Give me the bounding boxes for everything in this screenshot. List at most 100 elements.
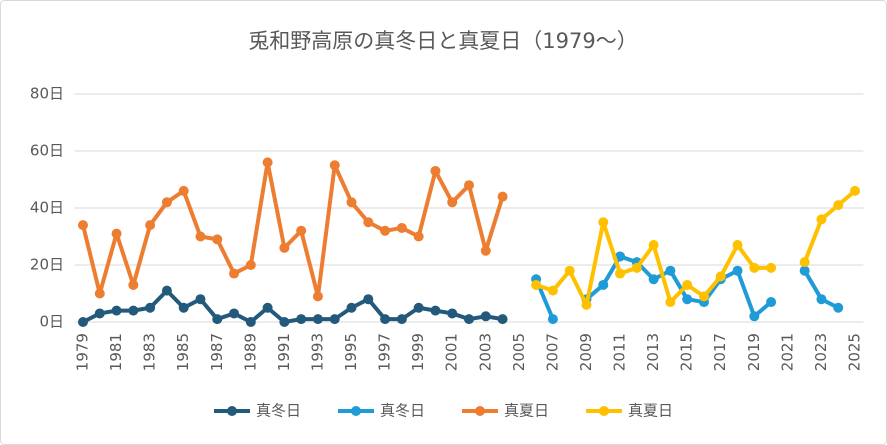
point [480,245,491,256]
point [749,262,760,273]
x-tick-label: 1987 [208,333,226,371]
point [346,197,357,208]
point [799,265,810,276]
x-tick-label: 2003 [476,333,494,371]
point [464,314,474,325]
point [128,305,139,316]
x-tick-label: 1989 [241,333,259,371]
x-tick-label: 2019 [745,333,763,371]
point [732,265,743,276]
x-tick-label: 1999 [409,333,427,371]
point [212,234,223,245]
x-tick-label: 2013 [644,333,662,371]
point [665,265,676,276]
x-tick-label: 1985 [174,333,192,371]
x-tick-label: 1979 [73,333,91,371]
legend-label: 真冬日 [380,402,425,420]
point [413,302,424,313]
point [229,308,240,319]
point [615,268,626,279]
x-tick-label: 1995 [342,333,360,371]
point [312,314,323,325]
x-tick-label: 1997 [376,333,394,371]
point [329,160,340,171]
chart-title: 兎和野高原の真冬日と真夏日（1979～） [248,29,637,53]
point [396,314,407,325]
x-tick-label: 2007 [543,333,561,371]
point [94,308,105,319]
x-tick-label: 1991 [275,333,293,371]
x-tick-label: 1993 [308,333,326,371]
point [581,299,592,310]
point [531,279,542,290]
point [380,225,391,236]
legend-marker [599,406,609,416]
y-tick-label: 0日 [39,313,64,331]
x-tick-label: 2015 [678,333,696,371]
x-tick-label: 1981 [107,333,125,371]
x-tick-label: 2001 [443,333,461,371]
point [161,197,172,208]
point [363,217,374,228]
point [296,314,307,325]
point [195,231,206,242]
point [648,274,659,285]
legend-marker [227,406,237,416]
point [850,185,861,196]
point [564,265,575,276]
point [279,242,290,253]
point [816,294,827,305]
point [698,291,709,302]
point [480,311,491,322]
legend-label: 真夏日 [504,402,549,420]
point [195,294,206,305]
point [682,294,693,305]
x-tick-label: 2009 [577,333,595,371]
point [245,317,256,327]
point [262,157,273,168]
point [145,302,156,313]
point [212,314,223,325]
point [598,279,609,290]
point [430,305,441,316]
legend-marker [475,406,485,416]
x-tick-label: 2023 [812,333,830,371]
point [111,228,122,239]
point [497,314,508,325]
legend-marker [351,406,361,416]
point [329,314,340,325]
point [464,180,474,191]
point [94,288,105,299]
point [732,240,743,251]
point [128,279,139,290]
y-tick-label: 60日 [30,142,64,160]
point [715,271,726,282]
x-tick-label: 2005 [510,333,528,371]
point [799,257,810,268]
point [145,220,156,231]
point [665,297,676,308]
x-tick-label: 2017 [711,333,729,371]
point [279,317,290,327]
point [296,225,307,236]
x-tick-label: 1983 [141,333,159,371]
point [262,302,273,313]
point [178,185,189,196]
point [77,220,88,231]
point [615,251,626,262]
y-tick-label: 20日 [30,256,64,274]
point [816,214,827,225]
point [766,262,777,273]
x-tick-label: 2021 [778,333,796,371]
y-tick-label: 40日 [30,199,64,217]
point [833,302,844,313]
x-tick-label: 2025 [846,333,864,371]
point [229,268,240,279]
point [631,262,642,273]
point [749,311,760,322]
y-tick-label: 80日 [30,85,64,103]
point [245,260,256,270]
legend-label: 真夏日 [628,402,673,420]
point [447,197,458,208]
